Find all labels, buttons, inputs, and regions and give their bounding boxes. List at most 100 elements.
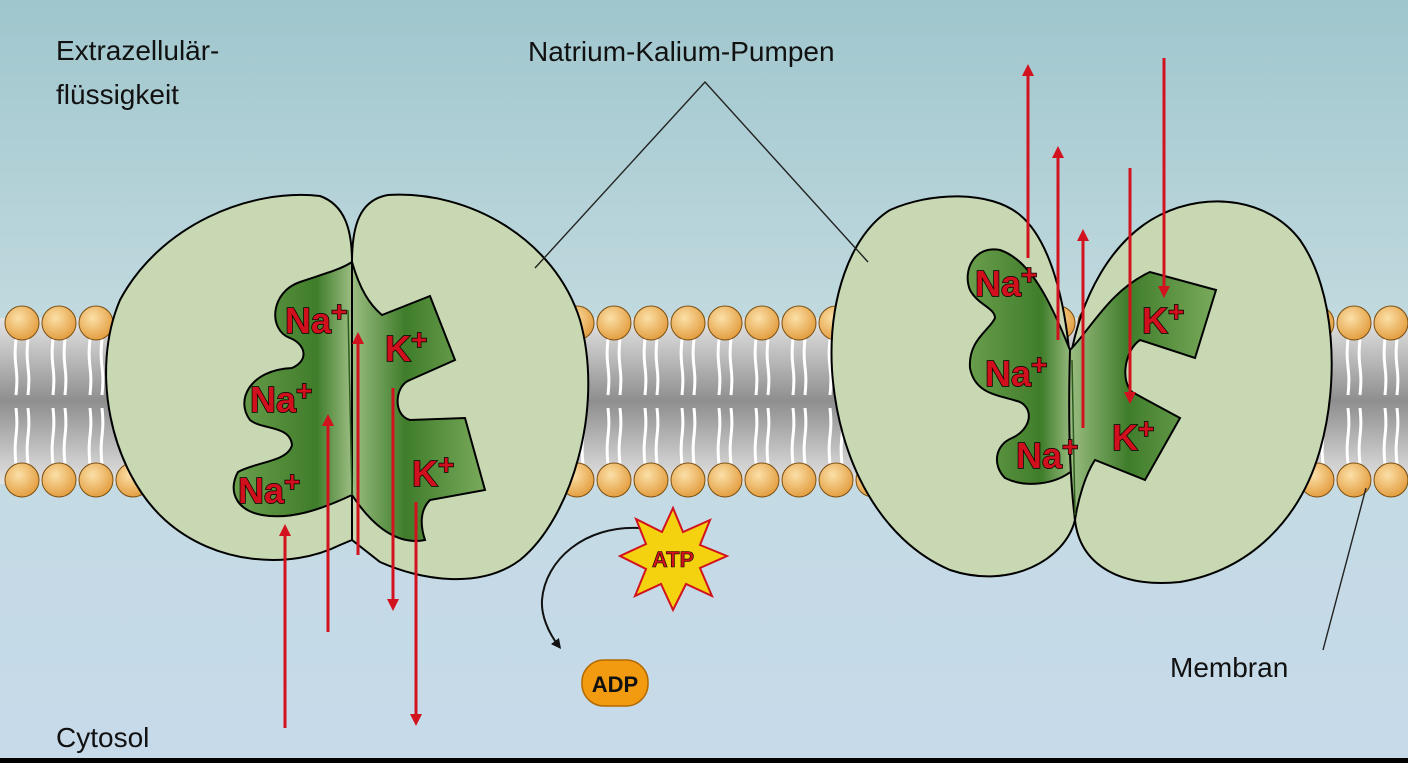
- cytosol-label: Cytosol: [56, 722, 149, 753]
- transport-arrows-left: [279, 332, 422, 728]
- ion-label-na: Na+: [985, 349, 1047, 394]
- lipid-tail: [99, 407, 105, 465]
- lipid-tail: [617, 407, 623, 465]
- lipid-head: [4, 462, 40, 498]
- lipid-tail: [691, 338, 697, 396]
- ion-label-na: Na+: [1016, 431, 1078, 476]
- sodium-potassium-pump-right: [830, 195, 1333, 584]
- lipid-tail: [1345, 338, 1351, 396]
- lipid-tail: [765, 338, 771, 396]
- lipid-tail: [13, 407, 19, 465]
- lipid-tail: [87, 407, 93, 465]
- ion-label-na: Na+: [285, 296, 347, 341]
- pill-icon: [581, 659, 649, 707]
- lipid-tail: [617, 338, 623, 396]
- lipid-head: [4, 305, 40, 341]
- pump-left-potassium-cavity: [351, 261, 487, 542]
- lipid-tail: [790, 338, 796, 396]
- lipid-head: [707, 305, 743, 341]
- lipid-head: [78, 305, 114, 341]
- lipid-tail: [1394, 407, 1400, 465]
- lipid-tail: [753, 407, 759, 465]
- lipid-head: [670, 462, 706, 498]
- pump-left-sodium-cavity: [232, 260, 353, 518]
- ion-label-k: K+: [1142, 296, 1184, 341]
- lipid-tail: [1394, 338, 1400, 396]
- lipid-tail: [1345, 407, 1351, 465]
- atp-label: ATP: [652, 547, 694, 572]
- lipid-tail: [1382, 407, 1388, 465]
- lipid-tail: [728, 338, 734, 396]
- starburst-icon: [617, 505, 730, 613]
- lipid-tail: [679, 407, 685, 465]
- lipid-tail: [62, 338, 68, 396]
- extracellular-label-line1: Extrazellulär-: [56, 35, 219, 66]
- sodium-potassium-pump-left: [105, 193, 590, 581]
- membrane-leader-line: [1322, 487, 1367, 651]
- lipid-tail: [716, 407, 722, 465]
- extracellular-label-line2: flüssigkeit: [56, 79, 179, 110]
- lipid-head: [596, 305, 632, 341]
- pumps-title: Natrium-Kalium-Pumpen: [528, 36, 835, 67]
- lipid-head: [1336, 462, 1372, 498]
- lipid-tail: [753, 338, 759, 396]
- lipid-head: [781, 305, 817, 341]
- atp-starburst: ATP: [617, 505, 730, 613]
- ion-label-na: Na+: [975, 259, 1037, 304]
- lipid-tail: [50, 407, 56, 465]
- lipid-tail: [654, 338, 660, 396]
- lipid-head: [1373, 462, 1408, 498]
- lipid-tail: [827, 407, 833, 465]
- lipid-head: [596, 462, 632, 498]
- lipid-tail: [99, 338, 105, 396]
- ion-label-na: Na+: [250, 375, 312, 420]
- lipid-head: [41, 462, 77, 498]
- lipid-head: [744, 462, 780, 498]
- lipid-head: [78, 462, 114, 498]
- lipid-tail: [1382, 338, 1388, 396]
- lipid-tail: [50, 338, 56, 396]
- region-labels: Extrazellulär- flüssigkeit Natrium-Kaliu…: [56, 35, 1288, 753]
- lipid-head: [670, 305, 706, 341]
- lipid-tail: [691, 407, 697, 465]
- lipid-tail: [642, 407, 648, 465]
- lipid-tail: [1357, 338, 1363, 396]
- lipid-tail: [728, 407, 734, 465]
- ion-label-na: Na+: [238, 466, 300, 511]
- lipid-head: [781, 462, 817, 498]
- pump-right-potassium-cavity: [1068, 270, 1218, 521]
- transport-arrows-right: [1022, 58, 1170, 428]
- lipid-tail: [765, 407, 771, 465]
- lipid-tail: [716, 338, 722, 396]
- lipid-tail: [654, 407, 660, 465]
- lipid-tail: [642, 338, 648, 396]
- adp-label: ADP: [592, 672, 638, 697]
- lipid-tail: [802, 407, 808, 465]
- lipid-tail: [679, 338, 685, 396]
- ion-label-k: K+: [1112, 413, 1154, 458]
- lipid-tail: [827, 338, 833, 396]
- lipid-tail: [790, 407, 796, 465]
- ion-label-k: K+: [385, 324, 427, 369]
- ion-labels: Na+ Na+ Na+ K+ K+ Na+ Na+ Na+ K+ K+: [237, 258, 1185, 511]
- membrane-label: Membran: [1170, 652, 1288, 683]
- pump-leader-lines: [534, 80, 869, 269]
- lipid-head: [707, 462, 743, 498]
- lipid-head: [633, 462, 669, 498]
- lipid-head: [1373, 305, 1408, 341]
- lipid-tail: [13, 338, 19, 396]
- lipid-head: [744, 305, 780, 341]
- lipid-tail: [25, 338, 31, 396]
- lipid-tail: [87, 338, 93, 396]
- atp-to-adp-arrow: [540, 526, 641, 649]
- ion-label-k: K+: [412, 449, 454, 494]
- lipid-tail: [605, 338, 611, 396]
- pump-right-sodium-cavity: [966, 248, 1075, 485]
- lipid-tail: [62, 407, 68, 465]
- lipid-tail: [1357, 407, 1363, 465]
- lipid-tail: [25, 407, 31, 465]
- adp-pill: ADP: [581, 659, 649, 707]
- lipid-head: [1336, 305, 1372, 341]
